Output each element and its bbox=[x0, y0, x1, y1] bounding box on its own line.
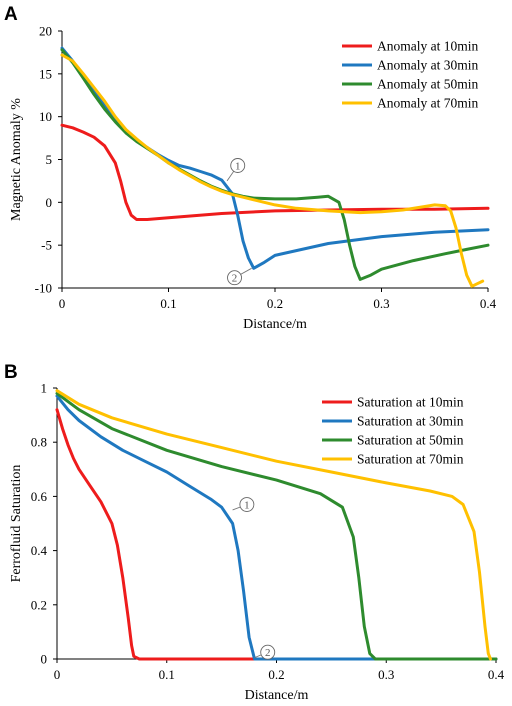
x-tick-label: 0.3 bbox=[378, 667, 394, 682]
x-tick-label: 0.1 bbox=[160, 296, 176, 311]
series-line-2e8b2e bbox=[55, 391, 498, 661]
x-tick-label: 0.2 bbox=[267, 296, 283, 311]
legend: Saturation at 10min Saturation at 30min Sa… bbox=[322, 395, 464, 467]
legend-entry: Anomaly at 30min bbox=[377, 58, 478, 73]
series-line-1f78c0 bbox=[60, 46, 490, 270]
series-line-ee1c1c bbox=[55, 408, 498, 661]
annotation-label: 1 bbox=[244, 500, 250, 512]
panel-label-b: B bbox=[4, 362, 18, 383]
series-line-1f78c0 bbox=[55, 394, 498, 661]
y-tick-label: 0 bbox=[46, 195, 53, 210]
x-tick-label: 0.4 bbox=[488, 667, 505, 682]
y-tick-label: 0.8 bbox=[31, 435, 47, 450]
y-axis-title: Ferrofluid Saturation bbox=[9, 465, 24, 583]
panel-b-saturation-chart: B 0 0.1 0.2 0.3 0.4 1 0.8 0.6 0.4 0.2 0 Distance/m F… bbox=[4, 362, 505, 703]
x-tick-label: 0 bbox=[54, 667, 61, 682]
x-tick-label: 0.3 bbox=[373, 296, 389, 311]
annotation-circle bbox=[239, 497, 255, 512]
annotation-circle bbox=[230, 158, 246, 173]
y-tick-label: 0.6 bbox=[31, 489, 48, 504]
y-tick-label: -10 bbox=[35, 281, 52, 296]
y-tick-label: 0.4 bbox=[31, 543, 48, 558]
y-tick-label: -5 bbox=[41, 238, 52, 253]
x-tick-label: 0.1 bbox=[159, 667, 175, 682]
series-line-ee1c1c bbox=[60, 123, 490, 221]
x-axis-title: Distance/m bbox=[245, 688, 309, 703]
legend-entry: Saturation at 10min bbox=[357, 395, 464, 410]
y-tick-label: 15 bbox=[39, 66, 52, 81]
legend: Anomaly at 10min Anomaly at 30min Anomaly … bbox=[342, 39, 478, 111]
panel-a-anomaly-chart: A 0 0.1 0.2 0.3 0.4 20 15 10 5 0 -5 -10 Distance/m Ma… bbox=[4, 4, 497, 332]
x-tick-label: 0 bbox=[59, 296, 66, 311]
x-tick-label: 0.4 bbox=[480, 296, 497, 311]
y-tick-label: 10 bbox=[39, 109, 52, 124]
legend-entry: Saturation at 50min bbox=[357, 433, 464, 448]
x-tick-label: 0.2 bbox=[268, 667, 284, 682]
series-line-ffc000 bbox=[60, 53, 485, 288]
legend-entry: Anomaly at 50min bbox=[377, 77, 478, 92]
y-tick-label: 20 bbox=[39, 24, 52, 39]
y-tick-label: 1 bbox=[41, 381, 48, 396]
annotation-label: 2 bbox=[265, 647, 271, 659]
annotation-label: 2 bbox=[232, 273, 238, 285]
legend-entry: Saturation at 70min bbox=[357, 452, 464, 467]
y-axis-title: Magnetic Anomaly % bbox=[9, 98, 24, 221]
legend-entry: Anomaly at 70min bbox=[377, 96, 478, 111]
y-tick-label: 5 bbox=[46, 152, 53, 167]
y-tick-label: 0 bbox=[41, 652, 48, 667]
annotation-circle bbox=[227, 270, 242, 286]
panel-label-a: A bbox=[4, 4, 18, 25]
series-line-ffc000 bbox=[55, 389, 492, 661]
legend-entry: Anomaly at 10min bbox=[377, 39, 478, 54]
annotation-circle bbox=[260, 644, 276, 660]
annotation-label: 1 bbox=[235, 160, 241, 172]
x-axis-title: Distance/m bbox=[243, 317, 307, 332]
y-tick-label: 0.2 bbox=[31, 597, 47, 612]
legend-entry: Saturation at 30min bbox=[357, 414, 464, 429]
